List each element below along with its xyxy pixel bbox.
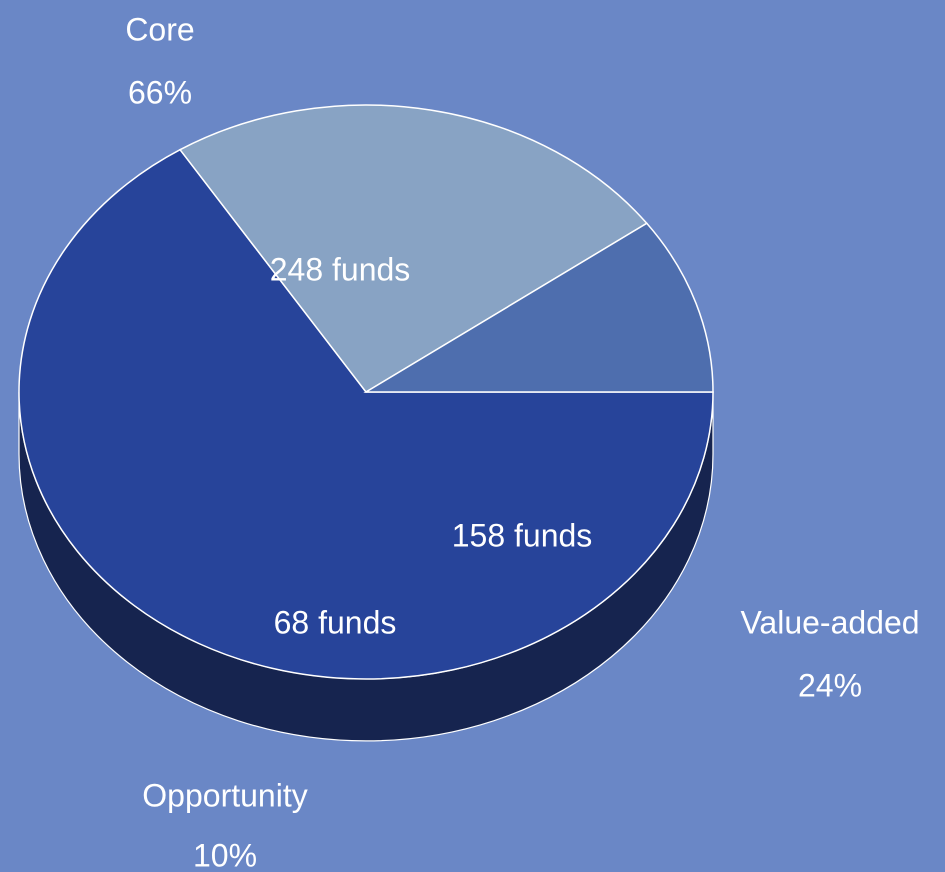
slice xyxy=(363,222,714,393)
percent-label: 10% xyxy=(193,837,257,872)
count-label: 158 funds xyxy=(452,517,593,553)
count-label: 248 funds xyxy=(270,251,411,287)
slice xyxy=(178,104,648,393)
category-label: Value-added xyxy=(740,604,919,640)
category-label: Core xyxy=(125,11,194,47)
percent-label: 24% xyxy=(798,667,862,703)
percent-label: 66% xyxy=(128,74,192,110)
category-label: Opportunity xyxy=(142,777,307,813)
slice xyxy=(18,148,714,680)
count-label: 68 funds xyxy=(274,604,397,640)
